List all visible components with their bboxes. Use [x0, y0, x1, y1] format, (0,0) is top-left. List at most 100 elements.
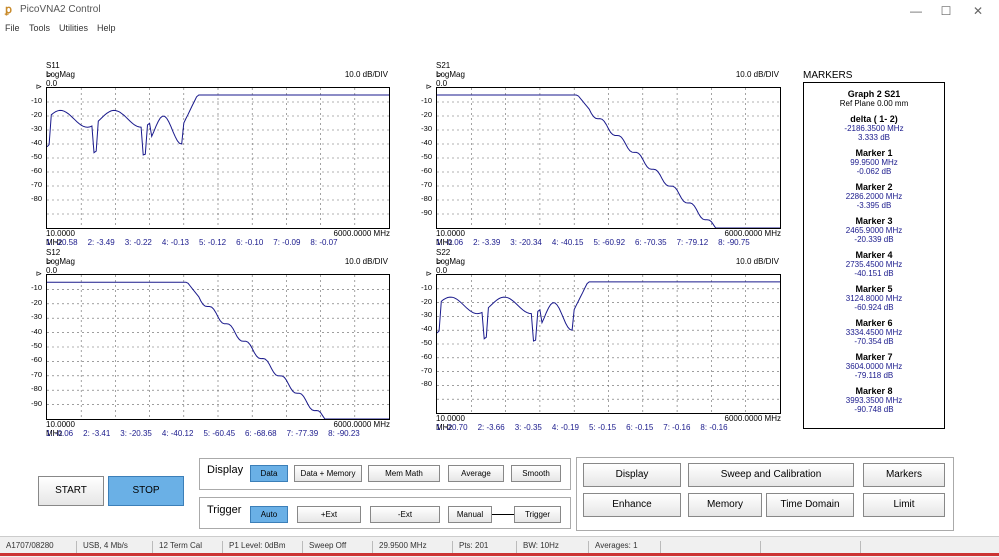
enhance-button[interactable]: Enhance — [583, 493, 681, 517]
plot-area[interactable] — [436, 274, 781, 414]
minimize-button[interactable]: — — [910, 4, 922, 18]
y-tick-label: -50 — [421, 152, 432, 161]
marker-readout: 2: -3.41 — [83, 429, 111, 438]
y-tick-label: -30 — [421, 124, 432, 133]
marker-freq: 3334.4500 MHz — [845, 328, 903, 337]
marker-entry: Marker 3 2465.9000 MHz -20.339 dB — [804, 216, 944, 244]
start-button[interactable]: START — [38, 476, 104, 506]
manual-trigger-button[interactable]: Manual — [448, 506, 492, 523]
status-sweep: Sweep Off — [302, 541, 346, 553]
marker-freq: 3604.0000 MHz — [845, 362, 903, 371]
markers-panel: Graph 2 S21 Ref Plane 0.00 mm delta ( 1-… — [803, 82, 945, 429]
y-tick-label: -60 — [31, 355, 42, 365]
marker-entry: Marker 6 3334.4500 MHz -70.354 dB — [804, 318, 944, 346]
title-bar: ꝑ PicoVNA2 Control — ☐ ✕ — [0, 0, 999, 22]
ref-plane-label: Ref Plane 0.00 mm — [839, 99, 909, 108]
ref-pointer-icon: ⊳ — [35, 82, 42, 91]
display-group-label: Display — [207, 464, 244, 476]
display-settings-button[interactable]: Display — [583, 463, 681, 487]
plot-svg — [47, 88, 389, 228]
marker-readout: 2: -3.39 — [473, 238, 501, 247]
markers-button[interactable]: Markers — [863, 463, 945, 487]
plot-area[interactable] — [436, 87, 781, 229]
status-bandwidth: BW: 10Hz — [516, 541, 559, 553]
delta-freq: -2186.3500 MHz — [844, 124, 904, 133]
close-button[interactable]: ✕ — [972, 4, 984, 18]
y-tick-label: -50 — [31, 341, 42, 350]
time-domain-button[interactable]: Time Domain — [766, 493, 854, 517]
plot-svg — [437, 88, 780, 228]
maximize-button[interactable]: ☐ — [940, 4, 952, 18]
y-tick-label: -20 — [421, 110, 432, 119]
marker-entry: Marker 5 3124.8000 MHz -60.924 dB — [804, 284, 944, 312]
y-tick-label: -40 — [421, 324, 432, 334]
y-tick-label: -80 — [421, 379, 432, 389]
data-button[interactable]: Data — [250, 465, 288, 482]
y-tick-label: -30 — [31, 124, 42, 133]
average-button[interactable]: Average — [448, 465, 504, 482]
marker-readout: 4: -40.12 — [161, 429, 194, 438]
window-title: PicoVNA2 Control — [20, 4, 101, 15]
marker-readout-line: 1: -20.58 2: -3.49 3: -0.22 4: -0.13 5: -0.1… — [46, 238, 348, 247]
menu-bar: File Tools Utilities Help — [0, 22, 999, 36]
marker-readout: 2: -3.66 — [477, 423, 505, 432]
y-tick-label: -50 — [31, 152, 42, 161]
marker-readout: 7: -79.12 — [676, 238, 709, 247]
limit-button[interactable]: Limit — [863, 493, 945, 517]
mem-math-button[interactable]: Mem Math — [368, 465, 440, 482]
y-tick-label: -80 — [31, 384, 42, 394]
marker-readout: 8: -90.23 — [328, 429, 360, 438]
start-frequency: 10.0000 MHz — [46, 420, 75, 438]
marker-readout: 6: -0.10 — [236, 238, 264, 247]
marker-label: Marker 3 — [855, 216, 893, 226]
status-usb: USB, 4 Mb/s — [76, 541, 128, 553]
menu-help[interactable]: Help — [97, 23, 116, 33]
data-memory-button[interactable]: Data + Memory — [294, 465, 362, 482]
marker-label: Marker 8 — [855, 386, 893, 396]
y-tick-label: -40 — [421, 138, 432, 147]
y-tick-label: -20 — [421, 296, 432, 306]
delta-label: delta ( 1- 2) — [850, 114, 898, 124]
plot-area[interactable] — [46, 87, 390, 229]
marker-readout: 8: -0.07 — [310, 238, 338, 247]
delta-db: 3.333 dB — [857, 133, 891, 142]
marker-readout: 5: -60.45 — [203, 429, 236, 438]
trace-line — [437, 94, 780, 228]
plot-area[interactable] — [46, 274, 390, 420]
y-tick-label: -40 — [31, 326, 42, 336]
stop-frequency: 6000.0000 MHz — [724, 414, 781, 423]
accent-line — [0, 553, 999, 556]
marker-readout: 6: -68.68 — [245, 429, 277, 438]
start-frequency: 10.0000 MHz — [436, 229, 465, 247]
smooth-button[interactable]: Smooth — [511, 465, 561, 482]
marker-freq: 3124.8000 MHz — [845, 294, 903, 303]
y-tick-label: -20 — [31, 297, 42, 307]
marker-readout: 3: -20.35 — [120, 429, 152, 438]
stop-frequency: 6000.0000 MHz — [333, 229, 390, 238]
y-tick-label: -30 — [421, 310, 432, 320]
graph-title: S11 LogMag — [46, 61, 75, 79]
marker-readout: 1: -20.70 — [436, 423, 468, 432]
y-tick-label: -70 — [421, 180, 432, 189]
graph-title: S22 LogMag — [436, 248, 465, 266]
ext-plus-button[interactable]: +Ext — [297, 506, 361, 523]
trigger-button[interactable]: Trigger — [514, 506, 561, 523]
marker-db: -60.924 dB — [854, 303, 894, 312]
marker-readout: 7: -77.39 — [286, 429, 319, 438]
marker-list: Marker 1 99.9500 MHz -0.062 dB Marker 2 2286… — [804, 148, 944, 414]
stop-button[interactable]: STOP — [108, 476, 184, 506]
ext-minus-button[interactable]: -Ext — [370, 506, 440, 523]
menu-tools[interactable]: Tools — [29, 23, 51, 33]
auto-trigger-button[interactable]: Auto — [250, 506, 288, 523]
marker-readout: 7: -0.09 — [273, 238, 301, 247]
y-tick-label: -90 — [421, 208, 432, 217]
menu-file[interactable]: File — [5, 23, 20, 33]
trace-line — [47, 281, 389, 419]
marker-entry: Marker 4 2735.4500 MHz -40.151 dB — [804, 250, 944, 278]
marker-entry: Marker 1 99.9500 MHz -0.062 dB — [804, 148, 944, 176]
graph-scale: 10.0 dB/DIV — [344, 70, 388, 79]
menu-utilities[interactable]: Utilities — [59, 23, 89, 33]
status-power-level: P1 Level: 0dBm — [222, 541, 285, 553]
memory-button[interactable]: Memory — [688, 493, 762, 517]
sweep-calibration-button[interactable]: Sweep and Calibration — [688, 463, 854, 487]
